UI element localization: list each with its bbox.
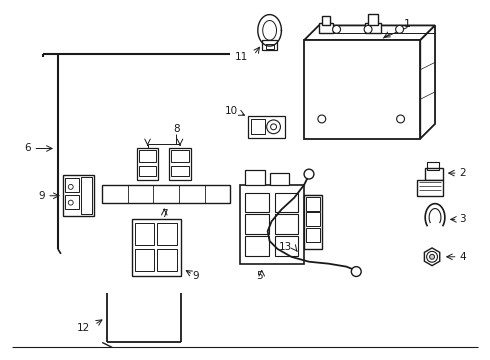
Circle shape	[430, 254, 435, 259]
Circle shape	[267, 120, 280, 134]
Bar	[274, 215, 298, 234]
Text: 2: 2	[460, 168, 466, 178]
Bar	[274, 236, 298, 256]
Bar	[427, 162, 439, 170]
Text: 1: 1	[404, 19, 411, 30]
Bar	[139, 150, 156, 162]
Bar	[171, 150, 189, 162]
Bar	[80, 177, 93, 215]
Polygon shape	[420, 26, 435, 139]
Bar	[306, 228, 320, 242]
Circle shape	[68, 184, 73, 189]
Text: 9: 9	[39, 191, 45, 201]
Bar	[63, 175, 95, 216]
Text: 7: 7	[161, 210, 168, 220]
Bar	[245, 193, 269, 212]
Circle shape	[427, 251, 438, 262]
Polygon shape	[304, 26, 435, 40]
Bar	[102, 185, 230, 203]
Bar	[319, 23, 333, 33]
Circle shape	[395, 26, 404, 33]
Bar	[65, 195, 78, 208]
Bar	[137, 148, 158, 180]
Polygon shape	[424, 248, 440, 266]
Bar	[266, 44, 273, 49]
Bar	[248, 116, 285, 138]
Circle shape	[68, 200, 73, 205]
Circle shape	[351, 267, 361, 276]
Bar	[139, 166, 156, 176]
Circle shape	[318, 115, 326, 123]
Bar	[132, 219, 181, 276]
Bar	[245, 215, 269, 234]
Bar	[251, 119, 265, 134]
Text: 3: 3	[460, 215, 466, 224]
Bar	[262, 40, 277, 50]
Text: 9: 9	[193, 271, 199, 282]
Circle shape	[333, 26, 341, 33]
Text: 6: 6	[24, 144, 31, 153]
Bar	[270, 173, 289, 185]
Circle shape	[304, 169, 314, 179]
Bar	[304, 195, 322, 249]
Text: 8: 8	[173, 124, 179, 134]
Bar	[368, 14, 378, 26]
Text: 11: 11	[235, 52, 248, 62]
Bar	[169, 148, 191, 180]
Text: 4: 4	[460, 252, 466, 262]
Text: 13: 13	[279, 242, 292, 252]
Bar	[65, 178, 78, 192]
Bar	[245, 170, 265, 185]
Bar	[306, 212, 320, 226]
Bar	[171, 166, 189, 176]
Text: 12: 12	[77, 323, 91, 333]
Text: 10: 10	[225, 106, 238, 116]
Circle shape	[364, 26, 372, 33]
Bar	[417, 180, 443, 196]
Bar	[306, 197, 320, 211]
Bar	[135, 249, 154, 271]
Bar	[157, 223, 177, 245]
Bar	[240, 185, 304, 264]
Bar	[304, 40, 420, 139]
Circle shape	[270, 124, 276, 130]
Text: 5: 5	[256, 271, 263, 282]
Bar	[135, 223, 154, 245]
Bar	[157, 249, 177, 271]
Circle shape	[396, 115, 405, 123]
Bar	[322, 15, 330, 26]
Bar	[274, 193, 298, 212]
Bar	[425, 168, 443, 180]
Bar	[245, 236, 269, 256]
Bar	[365, 23, 381, 33]
